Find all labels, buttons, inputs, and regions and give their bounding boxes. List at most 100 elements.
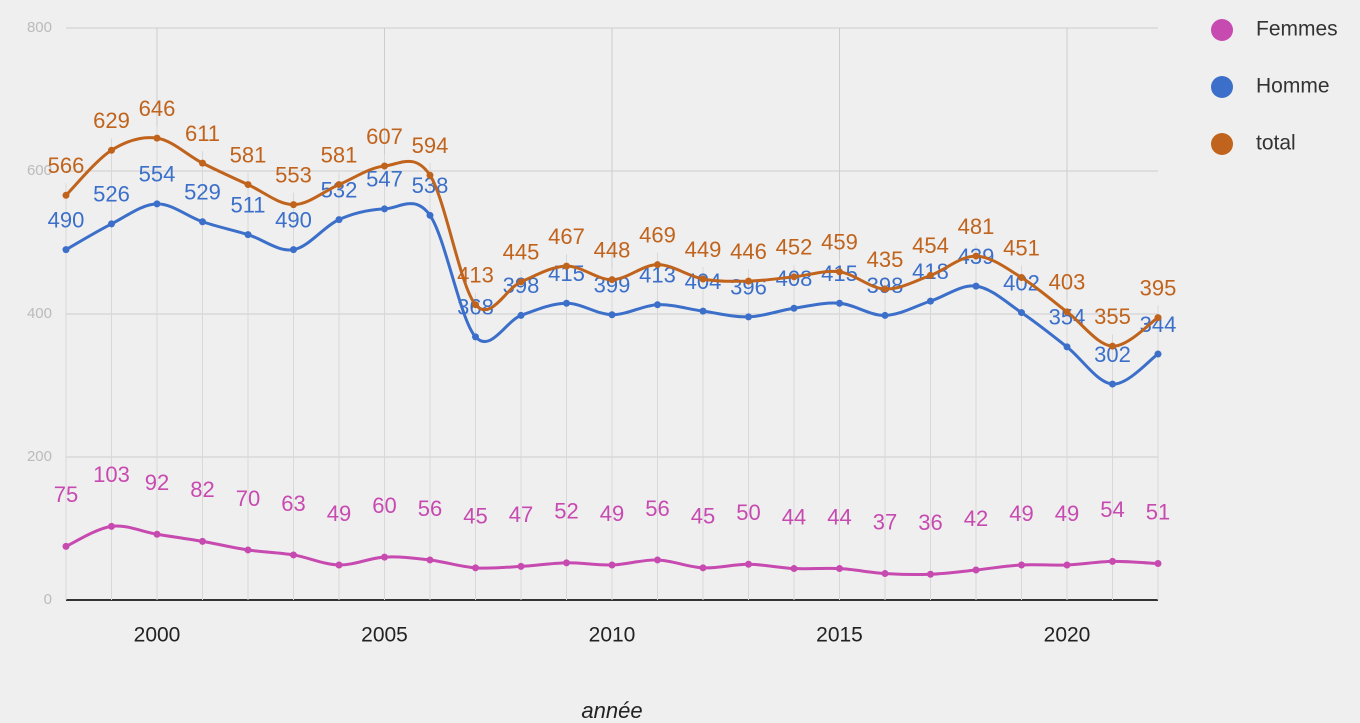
data-label: 445 <box>503 240 540 265</box>
point <box>1109 557 1116 565</box>
legend-swatch <box>1211 76 1233 98</box>
data-label: 511 <box>230 192 265 217</box>
legend-label: total <box>1256 132 1296 155</box>
legend-swatch <box>1211 133 1233 155</box>
data-label: 103 <box>93 462 130 487</box>
point <box>1063 561 1071 569</box>
point <box>153 134 161 142</box>
data-label: 49 <box>600 501 624 526</box>
point <box>108 146 115 154</box>
point <box>153 200 161 208</box>
data-label: 594 <box>412 133 449 158</box>
data-label: 554 <box>139 162 176 187</box>
point <box>563 262 570 270</box>
x-tick-label: 2000 <box>134 624 181 647</box>
legend-swatch <box>1211 19 1233 41</box>
point <box>699 564 707 572</box>
point <box>244 181 252 189</box>
point <box>381 205 388 213</box>
data-label: 56 <box>418 496 442 521</box>
point <box>881 285 889 293</box>
data-label: 581 <box>230 142 267 167</box>
point <box>563 299 570 307</box>
data-label: 92 <box>145 470 169 495</box>
point <box>199 537 206 545</box>
data-label: 607 <box>366 124 403 149</box>
x-tick-label: 2005 <box>361 624 408 647</box>
data-label: 553 <box>275 162 312 187</box>
data-label: 45 <box>691 504 715 529</box>
point <box>836 299 843 307</box>
point <box>1109 380 1116 388</box>
point <box>1154 314 1162 322</box>
point <box>790 273 798 281</box>
point <box>472 301 479 309</box>
point <box>290 201 297 209</box>
point <box>654 261 661 269</box>
data-label: 451 <box>1003 235 1040 260</box>
data-label: 52 <box>554 499 578 524</box>
point <box>244 546 252 554</box>
point <box>426 556 434 564</box>
data-label: 446 <box>730 239 767 264</box>
point <box>1154 560 1162 568</box>
point <box>563 559 570 567</box>
data-label: 566 <box>48 153 85 178</box>
point <box>699 307 707 315</box>
point <box>927 297 934 305</box>
data-label: 49 <box>1009 501 1033 526</box>
data-label: 526 <box>93 182 130 207</box>
point <box>1154 350 1162 358</box>
point <box>699 275 707 283</box>
data-label: 403 <box>1049 270 1086 295</box>
legend-label: Homme <box>1256 75 1330 98</box>
point <box>972 252 980 260</box>
point <box>290 551 297 559</box>
point <box>881 570 889 578</box>
point <box>972 566 980 574</box>
point <box>517 311 525 319</box>
data-label: 452 <box>776 235 813 260</box>
data-label: 37 <box>873 509 897 534</box>
data-label: 449 <box>685 237 722 262</box>
x-tick-label: 2015 <box>816 624 863 647</box>
data-label: 42 <box>964 506 988 531</box>
data-label: 395 <box>1140 275 1177 300</box>
point <box>335 561 343 569</box>
point <box>108 522 115 530</box>
data-label: 82 <box>190 477 214 502</box>
point <box>745 313 752 321</box>
y-tick-label: 600 <box>27 162 52 179</box>
x-tick-label: 2020 <box>1044 624 1091 647</box>
point <box>608 561 616 569</box>
data-label: 51 <box>1146 499 1170 524</box>
data-label: 49 <box>1055 501 1079 526</box>
point <box>1018 274 1025 282</box>
point <box>335 181 343 189</box>
y-tick-label: 800 <box>27 19 52 36</box>
point <box>199 159 206 167</box>
point <box>381 553 388 561</box>
data-label: 490 <box>275 207 312 232</box>
point <box>517 278 525 286</box>
point <box>790 565 798 573</box>
data-label: 454 <box>912 233 949 258</box>
point <box>199 218 206 226</box>
point <box>244 231 252 239</box>
point <box>1063 308 1071 316</box>
point <box>654 556 661 564</box>
data-label: 44 <box>827 504 851 529</box>
point <box>790 304 798 312</box>
point <box>608 311 616 319</box>
point <box>1018 309 1025 317</box>
point <box>836 565 843 573</box>
point <box>1063 343 1071 351</box>
point <box>654 301 661 309</box>
data-label: 435 <box>867 247 904 272</box>
point <box>1109 342 1116 350</box>
data-label: 50 <box>736 500 760 525</box>
y-tick-label: 400 <box>27 305 52 322</box>
data-label: 529 <box>184 180 221 205</box>
data-label: 63 <box>281 491 305 516</box>
